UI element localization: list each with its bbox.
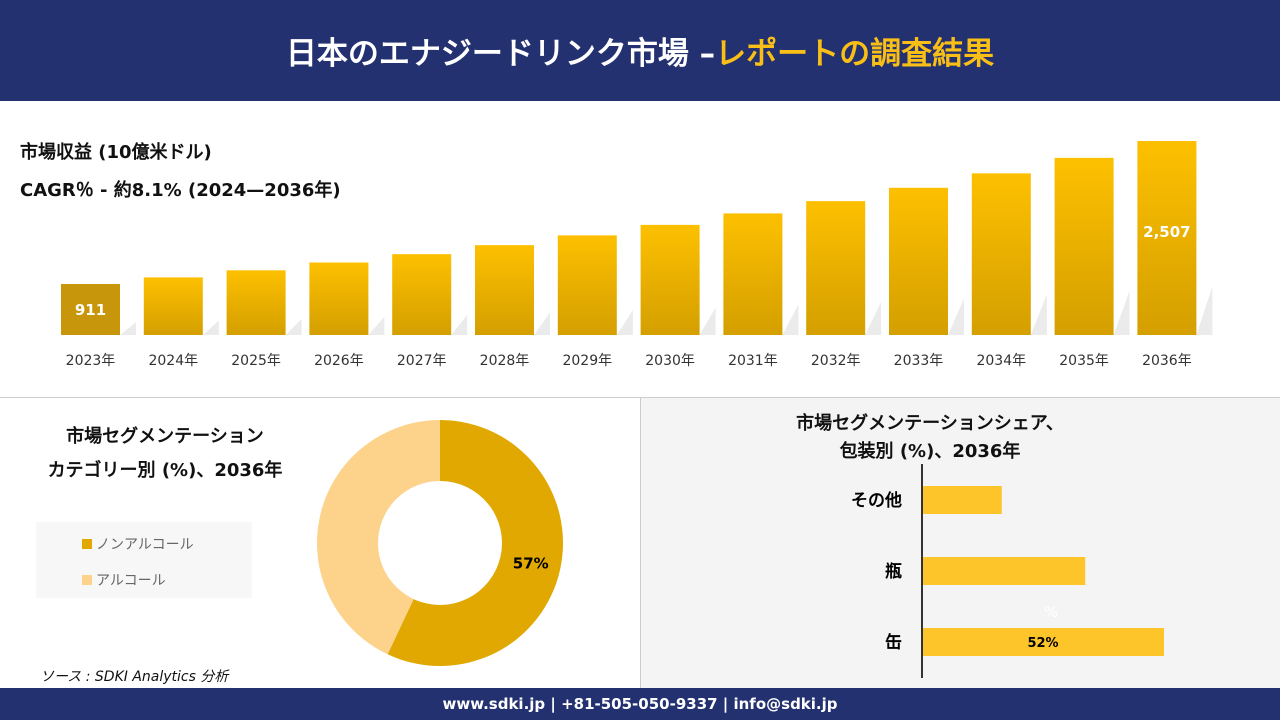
- bar-shadow: [1196, 286, 1213, 335]
- bar-shadow: [1030, 294, 1047, 335]
- revenue-bar: [61, 284, 120, 335]
- bar-shadow: [120, 322, 136, 335]
- stray-label: %: [1044, 603, 1058, 621]
- x-tick-label: 2035年: [1059, 353, 1109, 369]
- legend-swatch: [82, 575, 92, 585]
- revenue-bar: [557, 235, 617, 335]
- x-tick-label: 2023年: [66, 353, 116, 369]
- x-tick-label: 2034年: [976, 353, 1026, 369]
- revenue-chart-title: 市場収益 (10億米ドル): [20, 142, 212, 163]
- packaging-bar: [923, 557, 1086, 585]
- packaging-bar: [923, 486, 1002, 514]
- header-title: 日本のエナジードリンク市場 –: [285, 36, 716, 72]
- bar-shadow: [451, 314, 468, 335]
- x-tick-label: 2026年: [314, 353, 364, 369]
- bar-shadow: [865, 301, 882, 335]
- bar-shadow: [782, 304, 799, 335]
- x-tick-label: 2027年: [397, 353, 447, 369]
- donut-title-line1: 市場セグメンテーション: [66, 426, 264, 447]
- data-label: 2,507: [1143, 223, 1190, 241]
- packaging-bar: [923, 628, 1164, 656]
- x-tick-label: 2033年: [894, 353, 944, 369]
- slice-label: 57%: [513, 554, 549, 572]
- data-label: 911: [75, 301, 106, 319]
- bar-shadow: [534, 312, 550, 335]
- x-tick-label: 2031年: [728, 353, 778, 369]
- revenue-bar: [1054, 157, 1114, 335]
- donut-title-line2: カテゴリー別 (%)、2036年: [47, 460, 283, 481]
- x-tick-label: 2025年: [231, 353, 281, 369]
- source-note: ソース : SDKI Analytics 分析: [40, 669, 229, 685]
- revenue-bar: [1137, 141, 1197, 335]
- revenue-bar: [971, 173, 1031, 335]
- packaging-title-line2: 包装別 (%)、2036年: [839, 441, 1021, 462]
- legend-swatch: [82, 539, 92, 549]
- bar-shadow: [202, 320, 219, 335]
- category-label: 瓶: [885, 561, 902, 582]
- revenue-bar-chart: 2023年 911 2024年 2025年 2026年 2027年 2028年 2029年 20…: [61, 141, 1213, 369]
- divider: [0, 397, 1280, 398]
- revenue-bar: [309, 262, 369, 335]
- revenue-bar: [143, 277, 203, 335]
- footer-contact: www.sdki.jp | +81-505-050-9337 | info@sd…: [0, 688, 1280, 720]
- header-title-highlight: レポートの調査結果: [715, 36, 995, 72]
- revenue-bar: [640, 224, 700, 335]
- category-label: 缶: [885, 632, 902, 653]
- x-tick-label: 2024年: [148, 353, 198, 369]
- bar-shadow: [1113, 290, 1130, 335]
- revenue-bar: [226, 270, 286, 335]
- revenue-bar: [392, 254, 452, 335]
- revenue-bar: [889, 187, 948, 335]
- x-tick-label: 2036年: [1142, 353, 1192, 369]
- bar-shadow: [616, 310, 633, 335]
- packaging-chart-title: 市場セグメンテーションシェア、 包装別 (%)、2036年: [760, 410, 1100, 466]
- header-banner: 日本のエナジードリンク市場 – レポートの調査結果: [0, 0, 1280, 101]
- x-tick-label: 2030年: [645, 353, 695, 369]
- divider: [640, 398, 641, 688]
- legend-item: ノンアルコール: [82, 534, 194, 554]
- bar-shadow: [948, 298, 964, 335]
- revenue-bar: [475, 245, 534, 335]
- legend-label: ノンアルコール: [96, 537, 194, 553]
- donut-chart-title: 市場セグメンテーション カテゴリー別 (%)、2036年: [20, 420, 310, 488]
- legend-item: アルコール: [82, 570, 166, 590]
- cagr-subtitle: CAGR％ - 約8.1% (2024—2036年): [20, 180, 341, 201]
- bar-shadow: [699, 307, 716, 335]
- x-tick-label: 2028年: [480, 353, 530, 369]
- donut-slice: [387, 420, 563, 666]
- revenue-bar: [723, 213, 783, 335]
- donut-slice: [316, 420, 440, 655]
- data-label: 52%: [1027, 636, 1058, 651]
- category-label: その他: [851, 490, 902, 511]
- bar-shadow: [368, 316, 385, 335]
- revenue-bar: [806, 201, 866, 335]
- packaging-title-line1: 市場セグメンテーションシェア、: [796, 413, 1064, 434]
- x-tick-label: 2029年: [562, 353, 612, 369]
- x-tick-label: 2032年: [811, 353, 861, 369]
- legend-label: アルコール: [96, 573, 166, 589]
- category-donut-chart: 57%: [316, 420, 563, 666]
- donut-legend: ノンアルコール アルコール: [36, 522, 252, 598]
- bar-shadow: [285, 318, 302, 335]
